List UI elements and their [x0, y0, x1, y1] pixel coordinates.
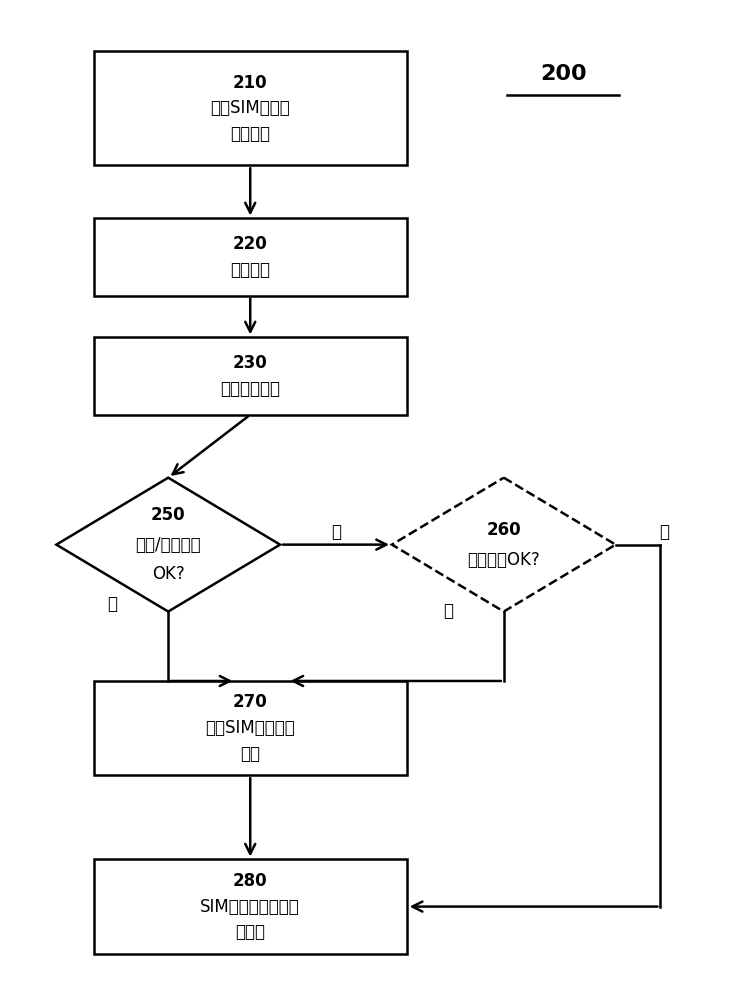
Text: 对于SIM执行网络: 对于SIM执行网络	[205, 719, 295, 737]
Text: 否: 否	[107, 595, 118, 613]
Text: 280: 280	[233, 872, 268, 890]
FancyBboxPatch shape	[93, 337, 407, 415]
Text: 220: 220	[233, 235, 268, 253]
Polygon shape	[392, 478, 615, 612]
FancyBboxPatch shape	[93, 681, 407, 775]
Text: 是: 是	[659, 523, 669, 541]
Text: 270: 270	[233, 693, 268, 711]
Text: 登记: 登记	[241, 745, 260, 763]
Text: 重置终端堆栈: 重置终端堆栈	[220, 380, 280, 398]
Polygon shape	[57, 478, 280, 612]
Text: 200: 200	[540, 64, 587, 84]
Text: 230: 230	[233, 354, 268, 372]
Text: 260: 260	[486, 521, 521, 539]
Text: 状态/网络参数: 状态/网络参数	[136, 536, 201, 554]
FancyBboxPatch shape	[93, 218, 407, 296]
FancyBboxPatch shape	[93, 859, 407, 954]
Text: 否: 否	[443, 602, 453, 620]
Text: SIM在新的堆栈上是: SIM在新的堆栈上是	[201, 898, 300, 916]
Text: 250: 250	[151, 506, 185, 524]
Text: 堆栈切换: 堆栈切换	[230, 125, 270, 143]
Text: 210: 210	[233, 74, 268, 92]
Text: 其他参数OK?: 其他参数OK?	[467, 550, 540, 568]
Text: 是: 是	[331, 523, 341, 541]
Text: 激活的: 激活的	[235, 923, 265, 941]
Text: 启动SIM之间的: 启动SIM之间的	[210, 99, 290, 117]
Text: 保存参数: 保存参数	[230, 261, 270, 279]
Text: OK?: OK?	[152, 565, 185, 583]
FancyBboxPatch shape	[93, 51, 407, 165]
